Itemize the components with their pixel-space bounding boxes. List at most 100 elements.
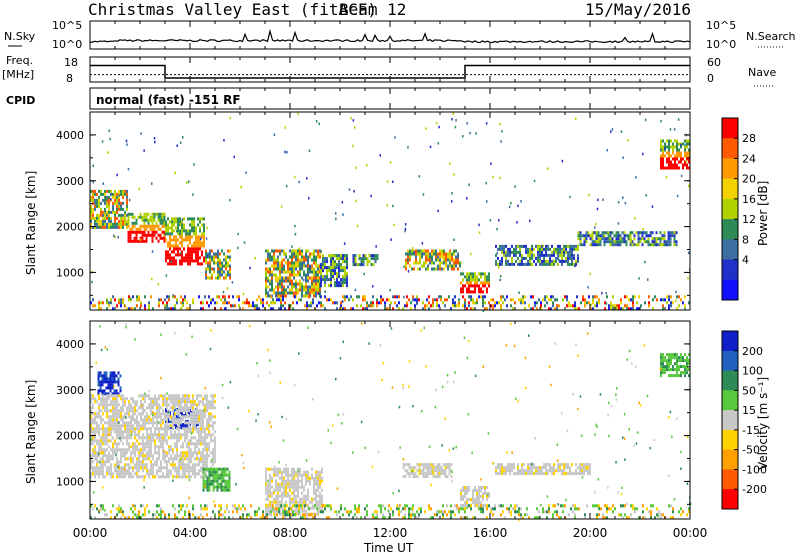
echo-cell — [346, 272, 348, 276]
echo-cell — [213, 267, 215, 271]
echo-cell — [176, 421, 178, 425]
echo-cell — [441, 267, 443, 271]
echo-cell — [164, 298, 166, 302]
echo-cell — [152, 469, 154, 473]
echo-cell — [140, 415, 142, 419]
echo-cell — [313, 282, 315, 286]
echo-cell — [186, 451, 188, 455]
echo-cell — [307, 488, 309, 492]
echo-cell — [476, 492, 478, 495]
echo-cell — [143, 230, 146, 234]
echo-cell — [662, 166, 664, 170]
echo-point — [675, 299, 677, 303]
echo-cell — [246, 298, 248, 302]
echo-cell — [182, 304, 184, 308]
echo-point — [624, 201, 627, 205]
echo-cell — [569, 247, 571, 251]
echo-cell — [202, 470, 205, 474]
nsky-right-tick-top: 10^5 — [706, 19, 736, 32]
echo-cell — [138, 460, 140, 464]
echo-cell — [129, 212, 132, 216]
echo-cell — [202, 479, 205, 483]
echo-cell — [579, 237, 582, 241]
echo-cell — [315, 279, 317, 283]
echo-cell — [352, 254, 355, 258]
echo-cell — [203, 244, 205, 248]
echo-cell — [595, 234, 598, 238]
echo-cell — [655, 243, 658, 247]
echo-cell — [148, 307, 150, 311]
echo-point — [676, 194, 679, 198]
echo-cell — [573, 256, 575, 260]
echo-cell — [277, 249, 279, 253]
echo-cell — [678, 304, 680, 308]
echo-cell — [224, 298, 226, 302]
echo-cell — [512, 307, 514, 311]
echo-cell — [497, 262, 499, 266]
echo-cell — [162, 412, 164, 416]
echo-cell — [279, 282, 281, 286]
echo-cell — [672, 166, 674, 170]
echo-cell — [126, 448, 128, 452]
echo-cell — [176, 442, 178, 446]
echo-cell — [198, 457, 200, 461]
echo-cell — [482, 301, 484, 305]
echo-cell — [513, 463, 515, 467]
echo-cell — [158, 427, 160, 431]
echo-cell — [214, 476, 217, 480]
echo-cell — [172, 448, 174, 452]
echo-cell — [326, 269, 328, 273]
echo-cell — [553, 463, 555, 467]
echo-cell — [319, 485, 321, 489]
echo-cell — [277, 282, 279, 286]
echo-cell — [315, 488, 317, 492]
echo-cell — [106, 457, 108, 461]
echo-cell — [223, 258, 225, 262]
echo-cell — [108, 445, 110, 449]
echo-cell — [116, 460, 118, 464]
echo-cell — [637, 234, 640, 238]
echo-cell — [94, 469, 96, 473]
echo-cell — [97, 383, 100, 387]
echo-cell — [607, 237, 610, 241]
echo-cell — [648, 301, 650, 305]
echo-cell — [110, 448, 112, 452]
echo-cell — [597, 231, 600, 235]
echo-point — [449, 162, 451, 165]
echo-cell — [229, 264, 231, 268]
echo-cell — [415, 258, 417, 262]
echo-cell — [301, 264, 303, 268]
echo-cell — [417, 252, 419, 256]
echo-cell — [669, 240, 672, 244]
echo-cell — [183, 223, 185, 227]
echo-cell — [192, 472, 194, 476]
echo-cell — [157, 227, 160, 231]
echo-cell — [148, 436, 150, 440]
echo-cell — [277, 288, 279, 292]
echo-cell — [311, 467, 313, 471]
echo-cell — [645, 231, 648, 235]
echo-cell — [499, 463, 501, 467]
echo-cell — [281, 282, 283, 286]
echo-cell — [167, 232, 169, 236]
echo-cell — [267, 279, 269, 283]
echo-cell — [565, 247, 567, 251]
echo-cell — [303, 264, 305, 268]
echo-cell — [158, 457, 160, 461]
echo-cell — [132, 510, 134, 514]
echo-cell — [126, 472, 128, 476]
echo-cell — [589, 463, 591, 467]
echo-cell — [106, 394, 108, 398]
echo-cell — [180, 406, 182, 410]
echo-cell — [662, 139, 664, 143]
echo-point — [558, 258, 560, 262]
echo-cell — [265, 258, 267, 262]
echo-cell — [208, 445, 210, 449]
echo-cell — [309, 476, 311, 480]
echo-cell — [502, 301, 504, 305]
echo-cell — [192, 403, 194, 407]
echo-cell — [188, 439, 190, 443]
echo-cell — [194, 424, 196, 428]
echo-cell — [166, 415, 168, 419]
echo-cell — [547, 472, 549, 476]
